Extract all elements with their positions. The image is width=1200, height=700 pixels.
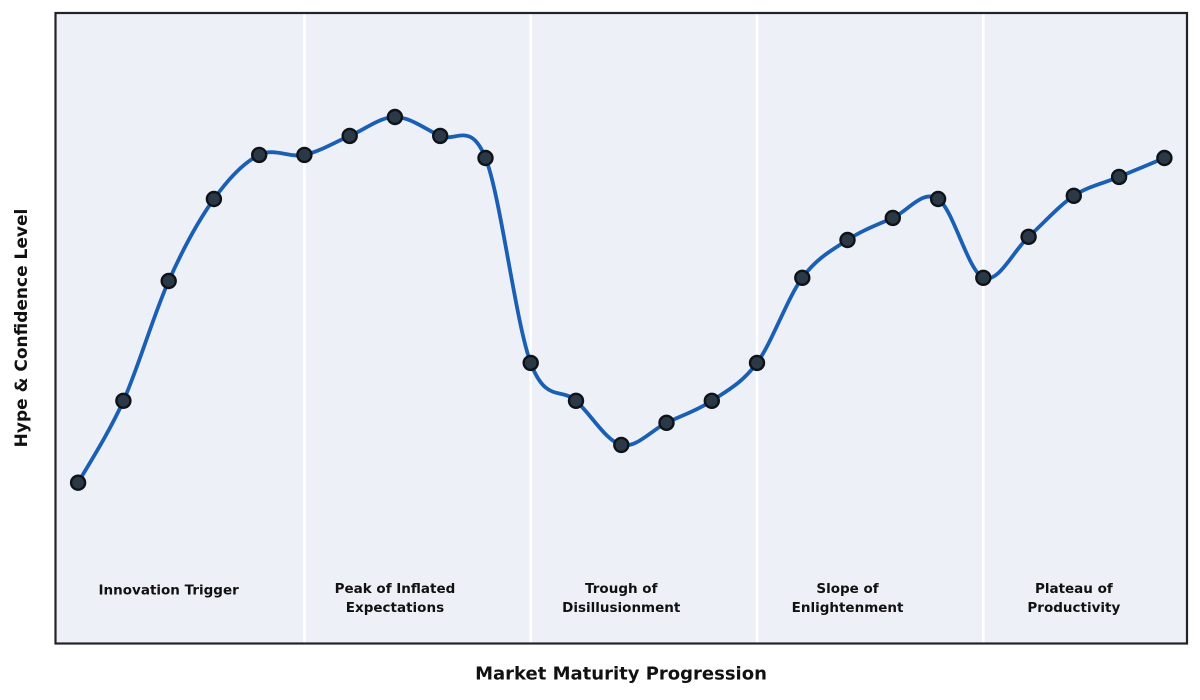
y-axis-label: Hype & Confidence Level xyxy=(12,208,32,448)
phase-label: Innovation Trigger xyxy=(99,583,240,599)
data-point-marker xyxy=(658,414,675,431)
data-point-marker xyxy=(69,474,87,491)
data-point-marker xyxy=(748,354,766,372)
data-point-marker xyxy=(975,269,992,286)
data-point-marker xyxy=(1020,228,1037,246)
data-point-marker xyxy=(1156,149,1173,167)
data-point-marker xyxy=(794,269,811,286)
data-point-marker xyxy=(839,231,856,249)
data-point-marker xyxy=(296,146,313,164)
data-point-marker xyxy=(205,190,223,208)
data-point-marker xyxy=(160,272,177,290)
x-axis-label: Market Maturity Progression xyxy=(475,663,767,685)
hype-curve xyxy=(76,115,1167,485)
data-point-marker xyxy=(386,108,404,126)
data-point-marker xyxy=(567,392,585,409)
data-point-marker xyxy=(703,392,720,409)
data-point-marker xyxy=(613,436,630,454)
plot-border xyxy=(54,11,1189,645)
phase-label: Peak of Inflated Expectations xyxy=(335,581,456,616)
data-point-marker xyxy=(929,190,947,208)
data-point-marker xyxy=(1065,187,1083,205)
data-point-marker xyxy=(1110,168,1128,186)
data-point-marker xyxy=(251,146,268,164)
plot-area-background xyxy=(55,13,1187,644)
phase-label: Slope of Enlightenment xyxy=(792,581,904,616)
data-point-marker xyxy=(341,127,358,145)
phase-label: Trough of Disillusionment xyxy=(562,581,681,616)
phase-label: Plateau of Productivity xyxy=(1027,581,1120,616)
data-point-marker xyxy=(522,354,539,372)
data-point-marker xyxy=(884,209,901,227)
data-point-marker xyxy=(477,149,494,167)
data-point-marker xyxy=(115,392,132,409)
data-point-marker xyxy=(432,127,449,145)
